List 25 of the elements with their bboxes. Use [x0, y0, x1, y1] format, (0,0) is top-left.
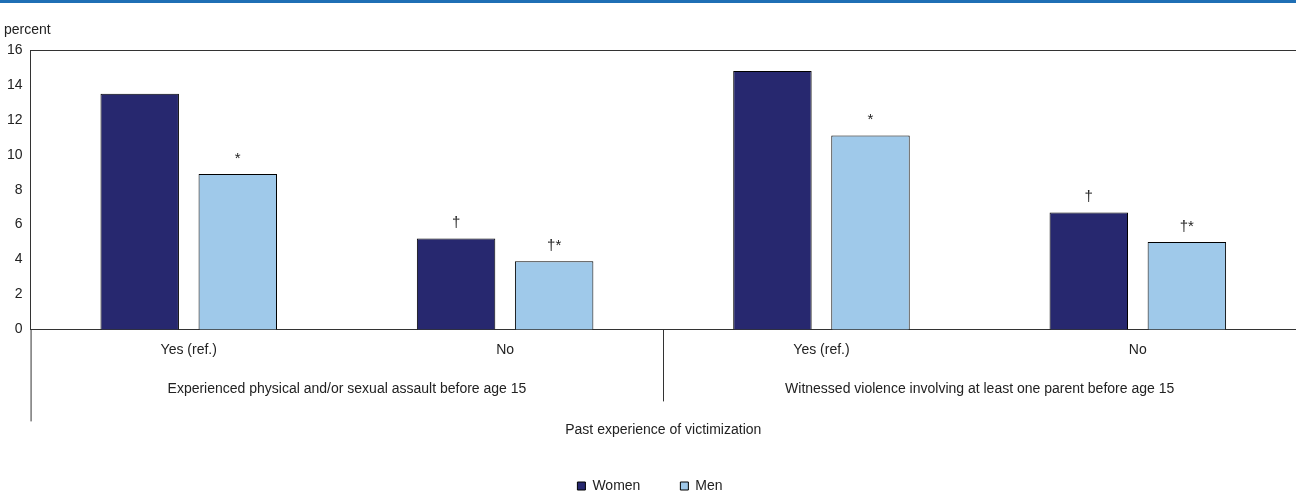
y-tick-label: 0: [14, 320, 23, 337]
x-tick-label: Yes (ref.): [160, 340, 217, 357]
text: Experienced physical and/or sexual assault before age 15: [167, 380, 527, 397]
x-tick-label: Yes (ref.): [793, 340, 850, 357]
y-tick-label: 12: [6, 110, 23, 127]
y-tick-label: 14: [6, 75, 23, 92]
data-label: †*: [547, 235, 562, 253]
legend-label: Men: [695, 476, 723, 493]
x-tick-label: No: [1128, 340, 1147, 357]
text: Witnessed violence involving at least one parent before age 15: [785, 380, 1175, 397]
y-tick-label: 4: [14, 250, 23, 267]
y-tick-label: 2: [14, 285, 23, 302]
data-label: †: [451, 213, 461, 231]
legend-label: Women: [592, 476, 641, 493]
data-label: *: [867, 110, 874, 128]
y-tick-label: 10: [6, 145, 23, 162]
y-tick-label: 8: [14, 180, 23, 197]
data-label: †*: [1179, 216, 1195, 234]
y-axis-title: percent: [4, 20, 51, 37]
data-label: †: [1084, 187, 1093, 205]
x-axis-title: Past experience of victimization: [565, 421, 762, 438]
data-label: *: [234, 148, 241, 166]
x-tick-label: No: [496, 340, 515, 357]
y-tick-label: 16: [6, 40, 23, 57]
y-tick-label: 6: [14, 215, 23, 232]
